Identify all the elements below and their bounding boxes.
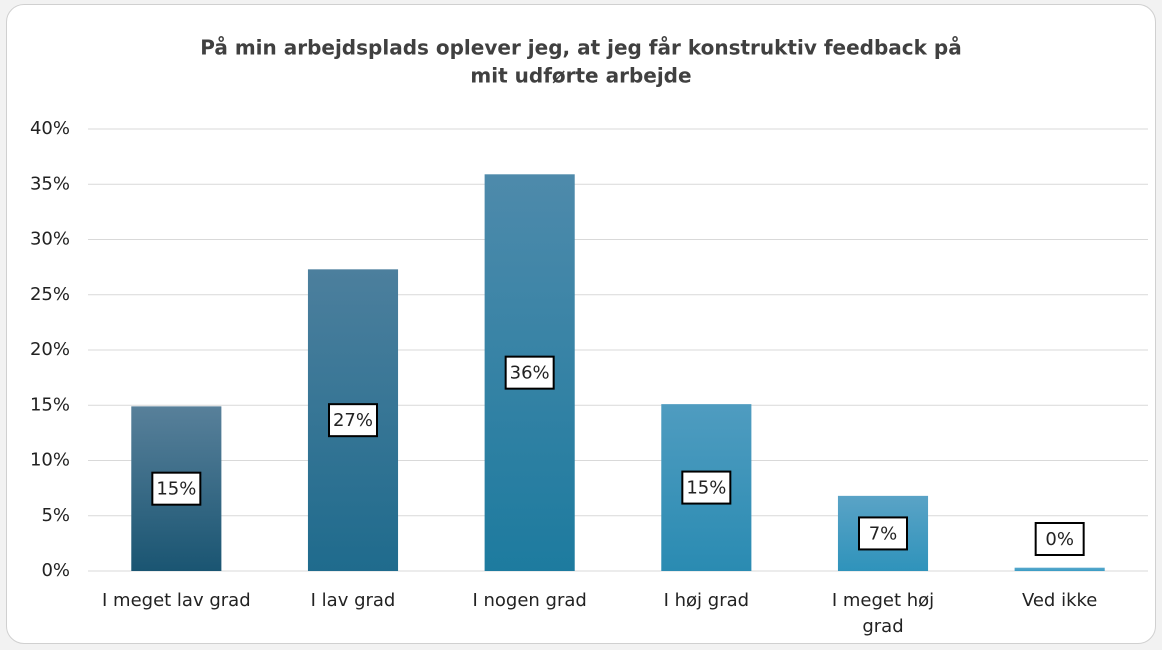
data-label: 15% bbox=[686, 478, 726, 499]
y-tick-label: 20% bbox=[30, 339, 70, 360]
data-label: 15% bbox=[156, 479, 196, 500]
data-label: 7% bbox=[869, 523, 898, 544]
y-tick-label: 35% bbox=[30, 173, 70, 194]
x-tick-label: I høj grad bbox=[663, 590, 750, 611]
data-label-box bbox=[328, 403, 378, 438]
y-tick-label: 25% bbox=[30, 284, 70, 305]
data-label-box bbox=[1034, 522, 1085, 556]
y-tick-label: 0% bbox=[41, 560, 70, 581]
data-label-box bbox=[681, 470, 732, 505]
y-tick-label: 10% bbox=[30, 450, 70, 471]
x-tick-label: I meget lav grad bbox=[102, 590, 251, 611]
data-label-box bbox=[858, 516, 908, 551]
y-tick-label: 15% bbox=[30, 394, 70, 415]
chart-title: På min arbejdsplads oplever jeg, at jeg … bbox=[200, 36, 962, 60]
chart-title: mit udførte arbejde bbox=[470, 64, 691, 88]
data-label-box bbox=[504, 355, 555, 390]
bar bbox=[1014, 567, 1105, 571]
x-tick-label: Ved ikke bbox=[1021, 590, 1098, 611]
y-tick-label: 30% bbox=[30, 229, 70, 250]
x-tick-label: I nogen grad bbox=[472, 590, 587, 611]
y-tick-label: 5% bbox=[41, 505, 70, 526]
x-tick-label: I meget høj grad bbox=[831, 590, 935, 637]
data-label: 36% bbox=[510, 363, 550, 384]
data-label: 27% bbox=[333, 410, 373, 431]
data-label: 0% bbox=[1045, 529, 1074, 550]
data-label-box bbox=[151, 471, 202, 506]
x-tick-label: I lav grad bbox=[310, 590, 396, 611]
y-tick-label: 40% bbox=[30, 118, 70, 139]
